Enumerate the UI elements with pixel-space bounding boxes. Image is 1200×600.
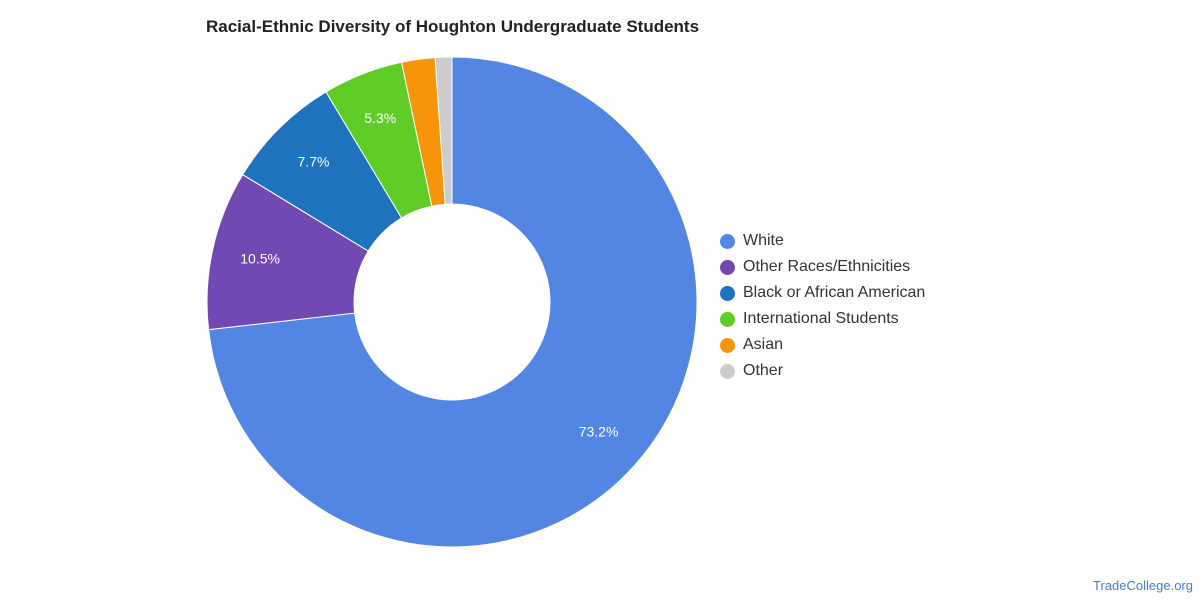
legend-item-white[interactable]: White xyxy=(720,228,925,254)
slice-label-white: 73.2% xyxy=(579,424,619,440)
legend-item-black-or-african-american[interactable]: Black or African American xyxy=(720,280,925,306)
watermark[interactable]: TradeCollege.org xyxy=(1093,578,1193,593)
legend-label: Asian xyxy=(743,336,784,353)
legend-swatch xyxy=(720,363,735,379)
slice-white[interactable] xyxy=(208,56,698,548)
slice-other[interactable] xyxy=(434,56,453,205)
slice-label-international-students: 5.3% xyxy=(364,110,396,126)
legend-swatch xyxy=(720,259,735,275)
chart-legend: White Other Races/Ethnicities Black or Afr… xyxy=(720,228,925,384)
slice-label-black-or-african-american: 7.7% xyxy=(298,153,330,169)
legend-swatch xyxy=(720,337,735,353)
legend-label: Other xyxy=(743,362,784,379)
legend-swatch xyxy=(720,311,735,327)
legend-swatch xyxy=(720,285,735,301)
legend-item-other-races-ethnicities[interactable]: Other Races/Ethnicities xyxy=(720,254,925,280)
legend-label: Black or African American xyxy=(743,284,926,301)
legend-swatch xyxy=(720,233,735,249)
legend-item-other[interactable]: Other xyxy=(720,358,925,384)
legend-label: International Students xyxy=(743,310,899,327)
legend-item-international-students[interactable]: International Students xyxy=(720,306,925,332)
legend-item-asian[interactable]: Asian xyxy=(720,332,925,358)
legend-label: White xyxy=(743,232,784,249)
legend-label: Other Races/Ethnicities xyxy=(743,258,911,275)
slice-label-other-races-ethnicities: 10.5% xyxy=(240,250,280,266)
chart-title: Racial-Ethnic Diversity of Houghton Unde… xyxy=(206,17,700,36)
slice-other-races-ethnicities[interactable] xyxy=(206,173,369,331)
